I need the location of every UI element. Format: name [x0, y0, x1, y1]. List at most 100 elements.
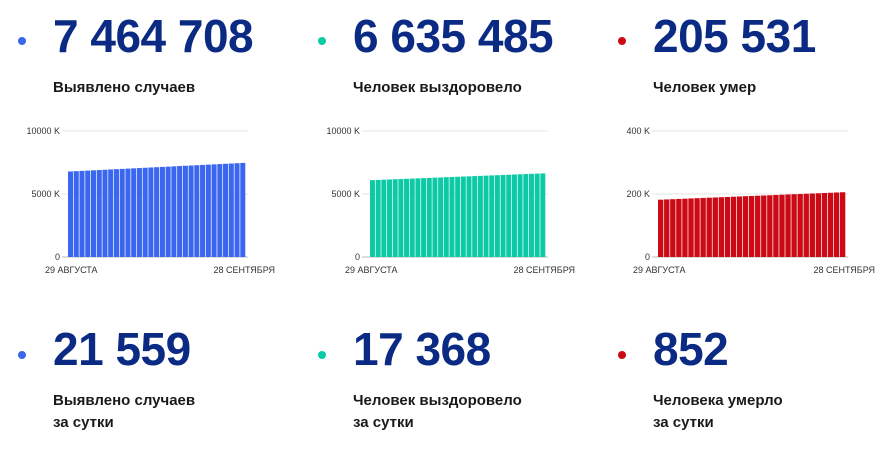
cases-bar-chart: 0 5000 K 10000 K 29 АВГУСТА 28 СЕНТЯБРЯ — [26, 126, 275, 275]
bar — [443, 177, 449, 257]
bar — [131, 168, 137, 257]
bar — [102, 169, 108, 257]
daily-cases-value: 21 559 — [53, 323, 191, 375]
total-cases-value: 7 464 708 — [53, 10, 254, 62]
bar — [477, 175, 483, 257]
bar — [148, 167, 154, 257]
deaths-bar-chart: 0 200 K 400 K 29 АВГУСТА 28 СЕНТЯБРЯ — [626, 126, 875, 275]
daily-recovered-label-line2: за сутки — [353, 414, 414, 431]
y-tick-label: 0 — [55, 252, 60, 262]
bar — [664, 199, 670, 257]
series-dot-deaths-daily — [618, 351, 626, 359]
bar — [159, 166, 165, 257]
daily-recovered-value: 17 368 — [353, 323, 491, 375]
bar — [96, 170, 102, 257]
bar — [755, 195, 761, 257]
bar — [815, 193, 822, 257]
bar — [438, 177, 444, 257]
x-tick-label-start: 29 АВГУСТА — [633, 265, 686, 275]
bar — [136, 168, 142, 257]
y-tick-label: 400 K — [626, 126, 650, 136]
bar — [194, 165, 200, 257]
daily-cases-label-line2: за сутки — [53, 414, 114, 431]
bar — [79, 170, 85, 257]
bar — [90, 170, 97, 257]
bar — [528, 173, 534, 257]
y-tick-label: 5000 K — [31, 189, 60, 199]
bar — [827, 192, 834, 257]
bar — [736, 196, 743, 257]
bar — [742, 196, 749, 257]
bar — [700, 197, 706, 257]
bar — [234, 163, 240, 257]
series-dot-deaths — [618, 37, 626, 45]
bar — [426, 177, 432, 257]
bar — [387, 179, 393, 257]
total-deaths-label: Человек умер — [653, 79, 757, 96]
bar — [489, 175, 495, 257]
bar — [182, 165, 188, 257]
bar — [119, 168, 125, 257]
bar — [375, 179, 381, 257]
bar — [223, 163, 229, 257]
bar — [748, 195, 755, 257]
series-dot-cases — [18, 37, 26, 45]
bar — [791, 194, 797, 257]
bar — [370, 180, 375, 257]
bar — [171, 166, 177, 257]
bar — [449, 176, 455, 257]
bar — [767, 195, 773, 257]
bar — [839, 192, 846, 257]
series-dot-recovered-daily — [318, 351, 326, 359]
bar — [730, 196, 737, 257]
daily-cases-label-line1: Выявлено случаев — [53, 392, 196, 409]
total-cases-label: Выявлено случаев — [53, 79, 196, 96]
x-tick-label-end: 28 СЕНТЯБРЯ — [813, 265, 875, 275]
bar — [523, 174, 529, 257]
bar — [809, 193, 815, 257]
y-tick-label: 5000 K — [331, 189, 360, 199]
bar — [724, 196, 731, 257]
bar — [833, 192, 840, 257]
total-recovered-value: 6 635 485 — [353, 10, 554, 62]
bar — [188, 165, 194, 257]
bar — [85, 170, 91, 257]
bar — [676, 198, 682, 257]
bar — [712, 197, 718, 257]
bar — [761, 195, 767, 257]
bar — [108, 169, 114, 257]
y-tick-label: 0 — [645, 252, 650, 262]
bar — [113, 169, 119, 257]
bar — [517, 174, 523, 257]
bar — [682, 198, 688, 257]
bar — [200, 164, 206, 257]
y-tick-label: 10000 K — [326, 126, 360, 136]
bar — [506, 174, 512, 257]
bar — [658, 199, 664, 257]
x-tick-label-end: 28 СЕНТЯБРЯ — [213, 265, 275, 275]
series-dot-recovered — [318, 37, 326, 45]
bar — [73, 171, 79, 257]
bar — [381, 179, 387, 257]
bar — [154, 167, 160, 257]
bar — [205, 164, 211, 257]
bar — [211, 164, 217, 257]
bar — [534, 173, 540, 257]
bar — [409, 178, 415, 257]
series-dot-cases-daily — [18, 351, 26, 359]
bar — [483, 175, 489, 257]
bar — [165, 166, 171, 257]
bar — [142, 167, 148, 257]
bar — [718, 197, 725, 257]
bar — [404, 178, 410, 257]
bar — [432, 177, 438, 257]
total-recovered-label: Человек выздоровело — [353, 79, 522, 96]
bar — [670, 199, 676, 257]
bar — [125, 168, 131, 257]
y-tick-label: 10000 K — [26, 126, 60, 136]
daily-deaths-label-line1: Человека умерло — [653, 392, 783, 409]
bar — [455, 176, 461, 257]
x-tick-label-end: 28 СЕНТЯБРЯ — [513, 265, 575, 275]
y-tick-label: 0 — [355, 252, 360, 262]
bar — [240, 162, 246, 257]
